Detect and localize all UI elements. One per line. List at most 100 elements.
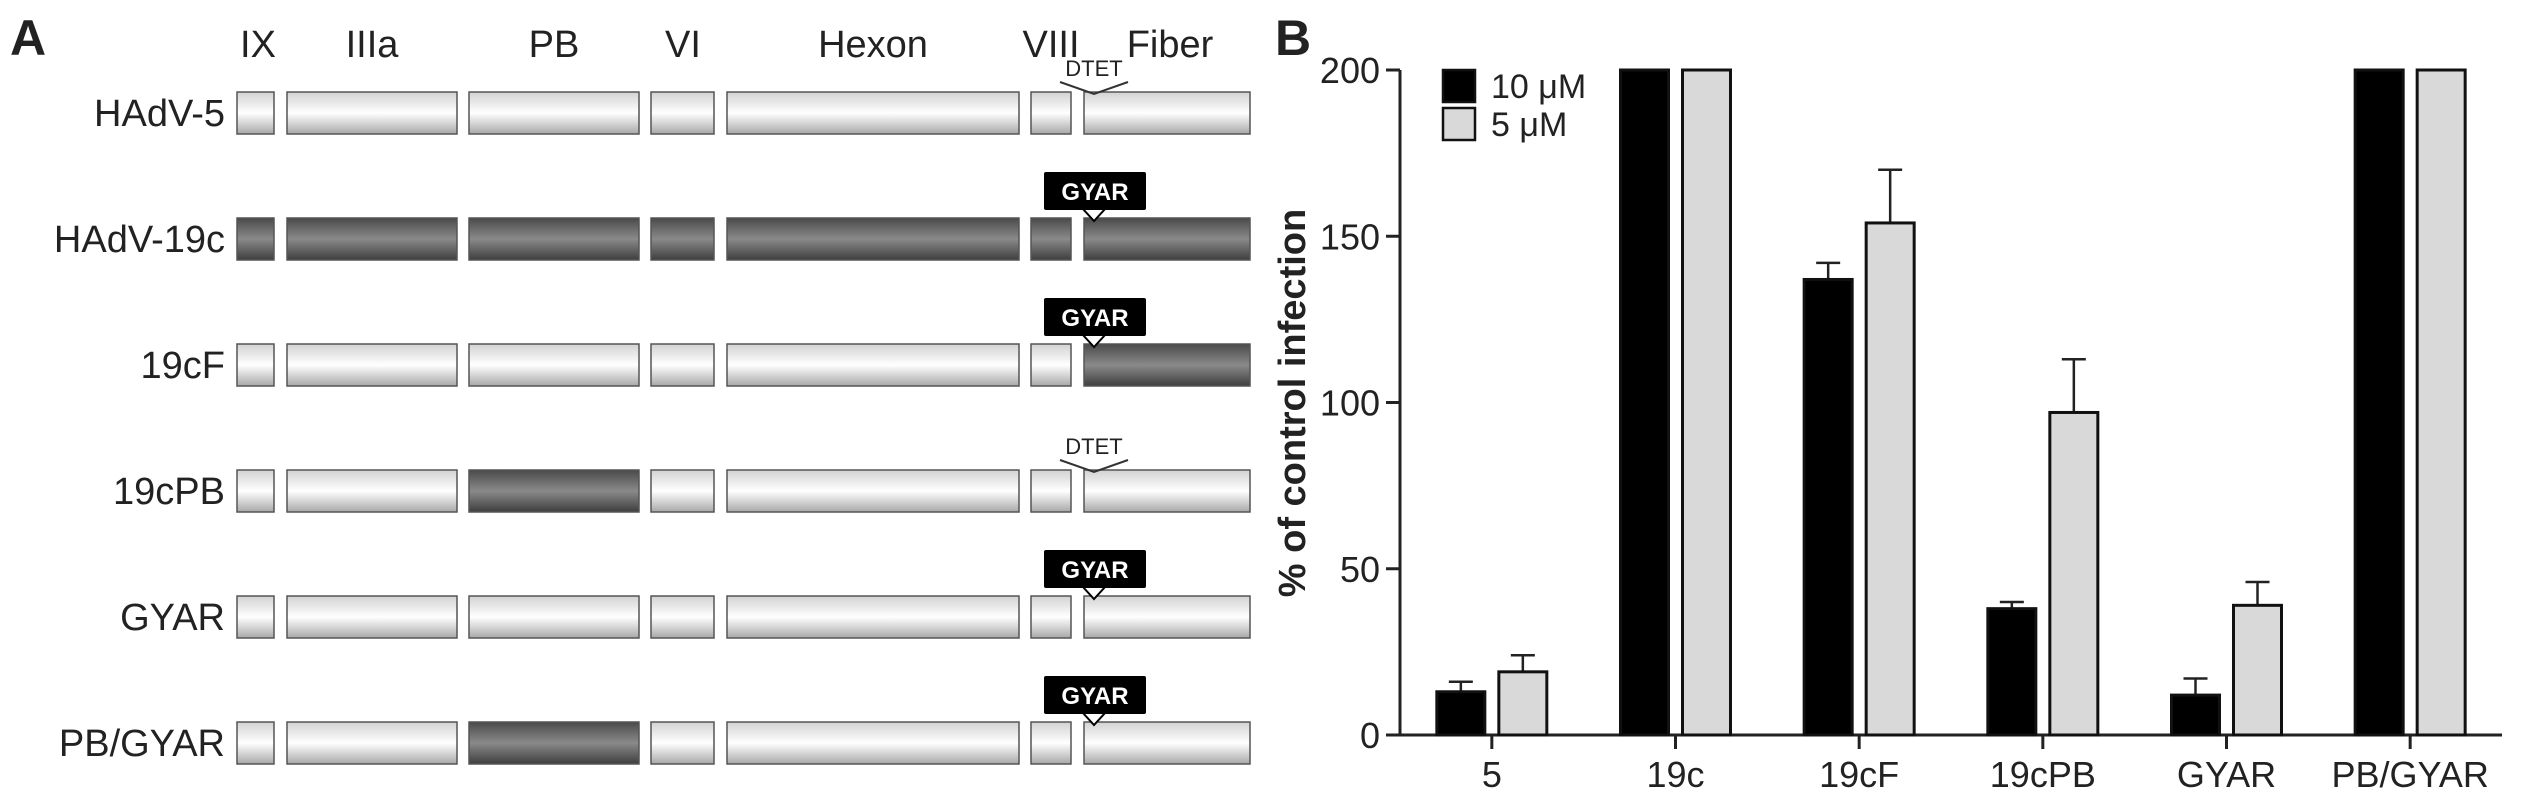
segment-pb [468,721,640,765]
y-axis-label: % of control infection [1272,209,1314,597]
y-tick-label: 100 [1320,383,1380,424]
panel-a-label: A [10,10,46,66]
segment-ix [236,595,275,639]
segment-iiia [286,343,458,387]
insertion-marker [1059,459,1129,474]
segment-hexon [726,595,1020,639]
insertion-marker [1080,208,1108,223]
x-tick-label: 19cPB [1990,754,2096,795]
bar-19c-5-m [1681,68,1732,737]
bar-gyar-10-m [2170,693,2221,737]
motif-tag: GYAR [1061,179,1128,206]
segment-iiia [286,595,458,639]
segment-viii [1030,217,1072,261]
construct-row-19cpb: 19cPB DTET [113,434,1251,513]
segment-viii [1030,469,1072,513]
segment-vi [650,469,715,513]
segment-viii [1030,343,1072,387]
segment-pb [468,91,640,135]
segment-pb [468,595,640,639]
segment-iiia [286,217,458,261]
x-tick-label: PB/GYAR [2331,754,2488,795]
y-tick-label: 150 [1320,216,1380,257]
segment-fiber [1083,595,1251,639]
bar-19c-10-m [1619,68,1670,737]
segment-fiber [1083,343,1251,387]
bar-5-10-m [1435,690,1487,737]
panel-b-label: B [1275,10,1311,66]
segment-iiia [286,469,458,513]
segment-fiber [1083,91,1251,135]
y-tick-label: 200 [1320,50,1380,91]
motif-tag: DTET [1065,56,1122,81]
insertion-marker [1080,586,1108,601]
segment-ix [236,91,275,135]
segment-viii [1030,721,1072,765]
motif-tag-box [1044,676,1146,714]
construct-label: GYAR [120,597,225,639]
construct-label: HAdV-19c [54,219,225,261]
bar-19cf-10-m [1802,277,1854,737]
segment-hexon [726,469,1020,513]
protein-header-viii: VIII [1022,24,1079,66]
x-tick-label: 19c [1646,754,1704,795]
insertion-marker [1059,81,1129,96]
insertion-marker [1080,334,1108,349]
bar-pb-gyar-5-m [2415,68,2467,737]
segment-ix [236,217,275,261]
segment-iiia [286,91,458,135]
motif-tag-box [1044,172,1146,210]
construct-row-gyar: GYAR GYAR [120,550,1251,639]
segment-ix [236,721,275,765]
y-tick-label: 0 [1360,715,1380,756]
y-tick-label: 50 [1340,549,1380,590]
bar-5-5-m [1497,670,1549,737]
construct-label: 19cPB [113,471,225,513]
segment-ix [236,469,275,513]
segment-vi [650,343,715,387]
protein-header-iiia: IIIa [346,24,400,66]
x-tick-label: 5 [1482,754,1502,795]
segment-vi [650,721,715,765]
segment-pb [468,217,640,261]
motif-tag: GYAR [1061,557,1128,584]
protein-header-pb: PB [529,24,580,66]
bar-pb-gyar-10-m [2353,68,2405,737]
segment-vi [650,91,715,135]
motif-tag: GYAR [1061,683,1128,710]
segment-iiia [286,721,458,765]
construct-label: PB/GYAR [59,723,225,765]
motif-tag-box [1044,298,1146,336]
protein-header-fiber: Fiber [1127,24,1214,66]
segment-ix [236,343,275,387]
construct-row-hadv-19c: HAdV-19c GYAR [54,172,1251,261]
segment-vi [650,217,715,261]
protein-header-hexon: Hexon [818,24,928,66]
construct-label: HAdV-5 [94,93,225,135]
construct-label: 19cF [141,345,225,387]
legend-label: 5 μM [1491,106,1567,144]
bar-19cpb-10-m [1986,607,2038,737]
legend-label: 10 μM [1491,68,1586,106]
construct-row-19cf: 19cF GYAR [141,298,1251,387]
segment-pb [468,343,640,387]
motif-tag: GYAR [1061,305,1128,332]
segment-fiber [1083,721,1251,765]
x-tick-label: GYAR [2177,754,2276,795]
segment-fiber [1083,469,1251,513]
segment-hexon [726,217,1020,261]
construct-row-hadv-5: HAdV-5 DTET [94,56,1251,135]
segment-hexon [726,721,1020,765]
motif-tag: DTET [1065,434,1122,459]
protein-header-vi: VI [665,24,701,66]
legend-swatch [1441,68,1477,104]
construct-row-pb-gyar: PB/GYAR GYAR [59,676,1251,765]
segment-fiber [1083,217,1251,261]
segment-pb [468,469,640,513]
x-tick-label: 19cF [1819,754,1899,795]
bar-gyar-5-m [2232,603,2283,737]
segment-hexon [726,343,1020,387]
protein-header-ix: IX [240,24,276,66]
segment-viii [1030,91,1072,135]
segment-viii [1030,595,1072,639]
